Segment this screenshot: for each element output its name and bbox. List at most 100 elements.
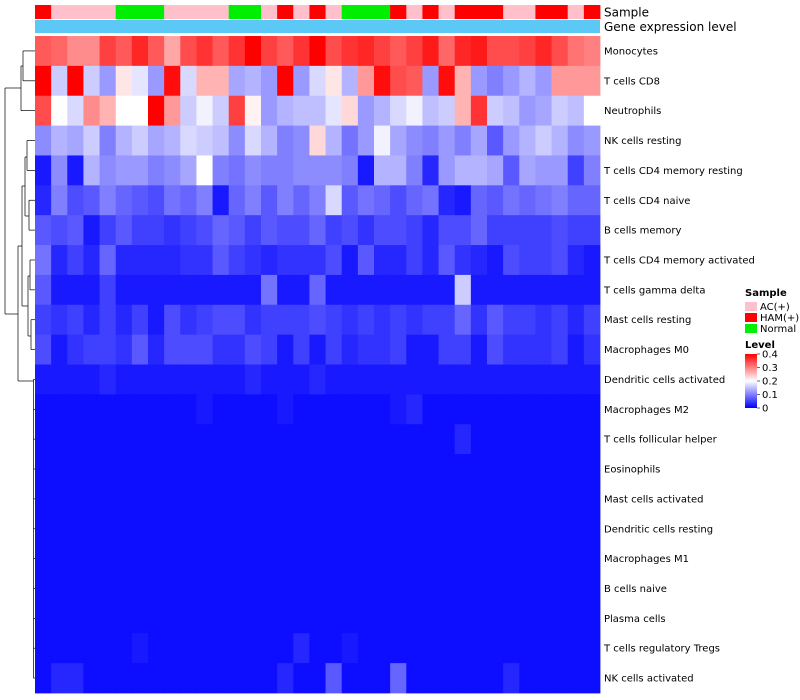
heatmap-cell [309, 155, 326, 186]
heatmap-cell [325, 364, 343, 395]
heatmap-cell [309, 185, 326, 216]
heatmap-cell [454, 364, 472, 395]
heatmap-cell [583, 274, 601, 306]
heatmap-cell [51, 573, 68, 604]
heatmap-cell [422, 573, 439, 604]
heatmap-cell [519, 95, 536, 126]
heatmap-cell [148, 125, 165, 156]
heatmap-cell [196, 364, 213, 395]
heatmap-cell [551, 36, 569, 67]
heatmap-cell [325, 36, 343, 67]
heatmap-cell [487, 543, 504, 574]
heatmap-cell [293, 245, 310, 276]
heatmap-cell [99, 573, 117, 604]
heatmap-cell [454, 125, 472, 156]
heatmap-cell [422, 633, 439, 664]
heatmap-cell [357, 304, 375, 336]
heatmap-cell [374, 633, 391, 664]
heatmap-cell [487, 304, 504, 336]
heatmap-cell [309, 483, 326, 515]
heatmap-cell [228, 633, 246, 664]
row-label: Macrophages M1 [604, 554, 689, 565]
heatmap-cell [390, 513, 407, 545]
heatmap-cell [583, 65, 601, 97]
heatmap-cell [115, 454, 133, 485]
heatmap-cell [115, 394, 133, 425]
heatmap-cell [390, 543, 407, 574]
heatmap-cell [583, 573, 601, 604]
heatmap-cell [422, 245, 439, 276]
heatmap-cell [341, 215, 359, 246]
heatmap-cell [422, 513, 439, 545]
heatmap-cell [357, 215, 375, 246]
heatmap-cell [519, 245, 536, 276]
heatmap-cell [131, 304, 149, 336]
heatmap-cell [551, 185, 569, 216]
heatmap-cell [99, 513, 117, 545]
heatmap-cell [83, 364, 100, 395]
heatmap-cell [374, 394, 391, 425]
row-label: B cells memory [604, 226, 681, 237]
heatmap-cell [325, 125, 343, 156]
expression-level-bar [35, 20, 600, 33]
heatmap-cell [325, 334, 343, 365]
heatmap-cell [83, 304, 100, 336]
heatmap-cell [519, 603, 536, 634]
heatmap-cell [390, 364, 407, 395]
heatmap-cell [325, 424, 343, 455]
heatmap-cell [438, 125, 456, 156]
heatmap-cell [325, 663, 343, 694]
heatmap-cell [164, 95, 181, 126]
heatmap-cell [293, 65, 310, 97]
heatmap-cell [374, 483, 391, 515]
heatmap-cell [551, 245, 569, 276]
heatmap-cell [551, 364, 569, 395]
heatmap-cell [454, 185, 472, 216]
legend-sample-swatch [745, 324, 757, 333]
heatmap-cell [180, 155, 197, 186]
heatmap-cell [551, 454, 569, 485]
sample-annotation-cell [244, 5, 262, 19]
heatmap-cell [131, 155, 149, 186]
heatmap-cell [261, 215, 278, 246]
heatmap-cell [567, 334, 585, 365]
heatmap-cell [261, 334, 278, 365]
heatmap-cell [567, 274, 585, 306]
heatmap-cell [357, 424, 375, 455]
heatmap-cell [277, 334, 294, 365]
heatmap-cell [567, 245, 585, 276]
heatmap-cell [454, 513, 472, 545]
heatmap-cell [196, 304, 213, 336]
heatmap-cell [67, 155, 84, 186]
heatmap-cell [244, 215, 262, 246]
heatmap-cell [438, 304, 456, 336]
heatmap-cell [99, 334, 117, 365]
heatmap-cell [406, 573, 423, 604]
heatmap-cell [244, 274, 262, 306]
heatmap-cell [115, 663, 133, 694]
legend-level-ticks: 0.4 0.3 0.2 0.1 0 [757, 350, 778, 415]
heatmap-cell [196, 603, 213, 634]
heatmap-cell [261, 603, 278, 634]
heatmap-cell [341, 65, 359, 97]
heatmap-cell [212, 454, 230, 485]
heatmap-cell [148, 36, 165, 67]
heatmap-cell [115, 125, 133, 156]
heatmap-cell [277, 633, 294, 664]
heatmap-cell [390, 125, 407, 156]
heatmap-cell [422, 304, 439, 336]
heatmap-cell [357, 663, 375, 694]
heatmap-cell [293, 513, 310, 545]
heatmap-cell [67, 245, 84, 276]
heatmap-cell [35, 155, 52, 186]
sample-annotation-cell [309, 5, 326, 19]
heatmap-cell [422, 663, 439, 694]
heatmap-cell [374, 245, 391, 276]
heatmap-cell [99, 245, 117, 276]
row-label: Neutrophils [604, 106, 661, 117]
heatmap-cell [148, 185, 165, 216]
heatmap-cell [244, 633, 262, 664]
heatmap-cell [35, 125, 52, 156]
heatmap-cell [261, 633, 278, 664]
heatmap-cell [567, 304, 585, 336]
